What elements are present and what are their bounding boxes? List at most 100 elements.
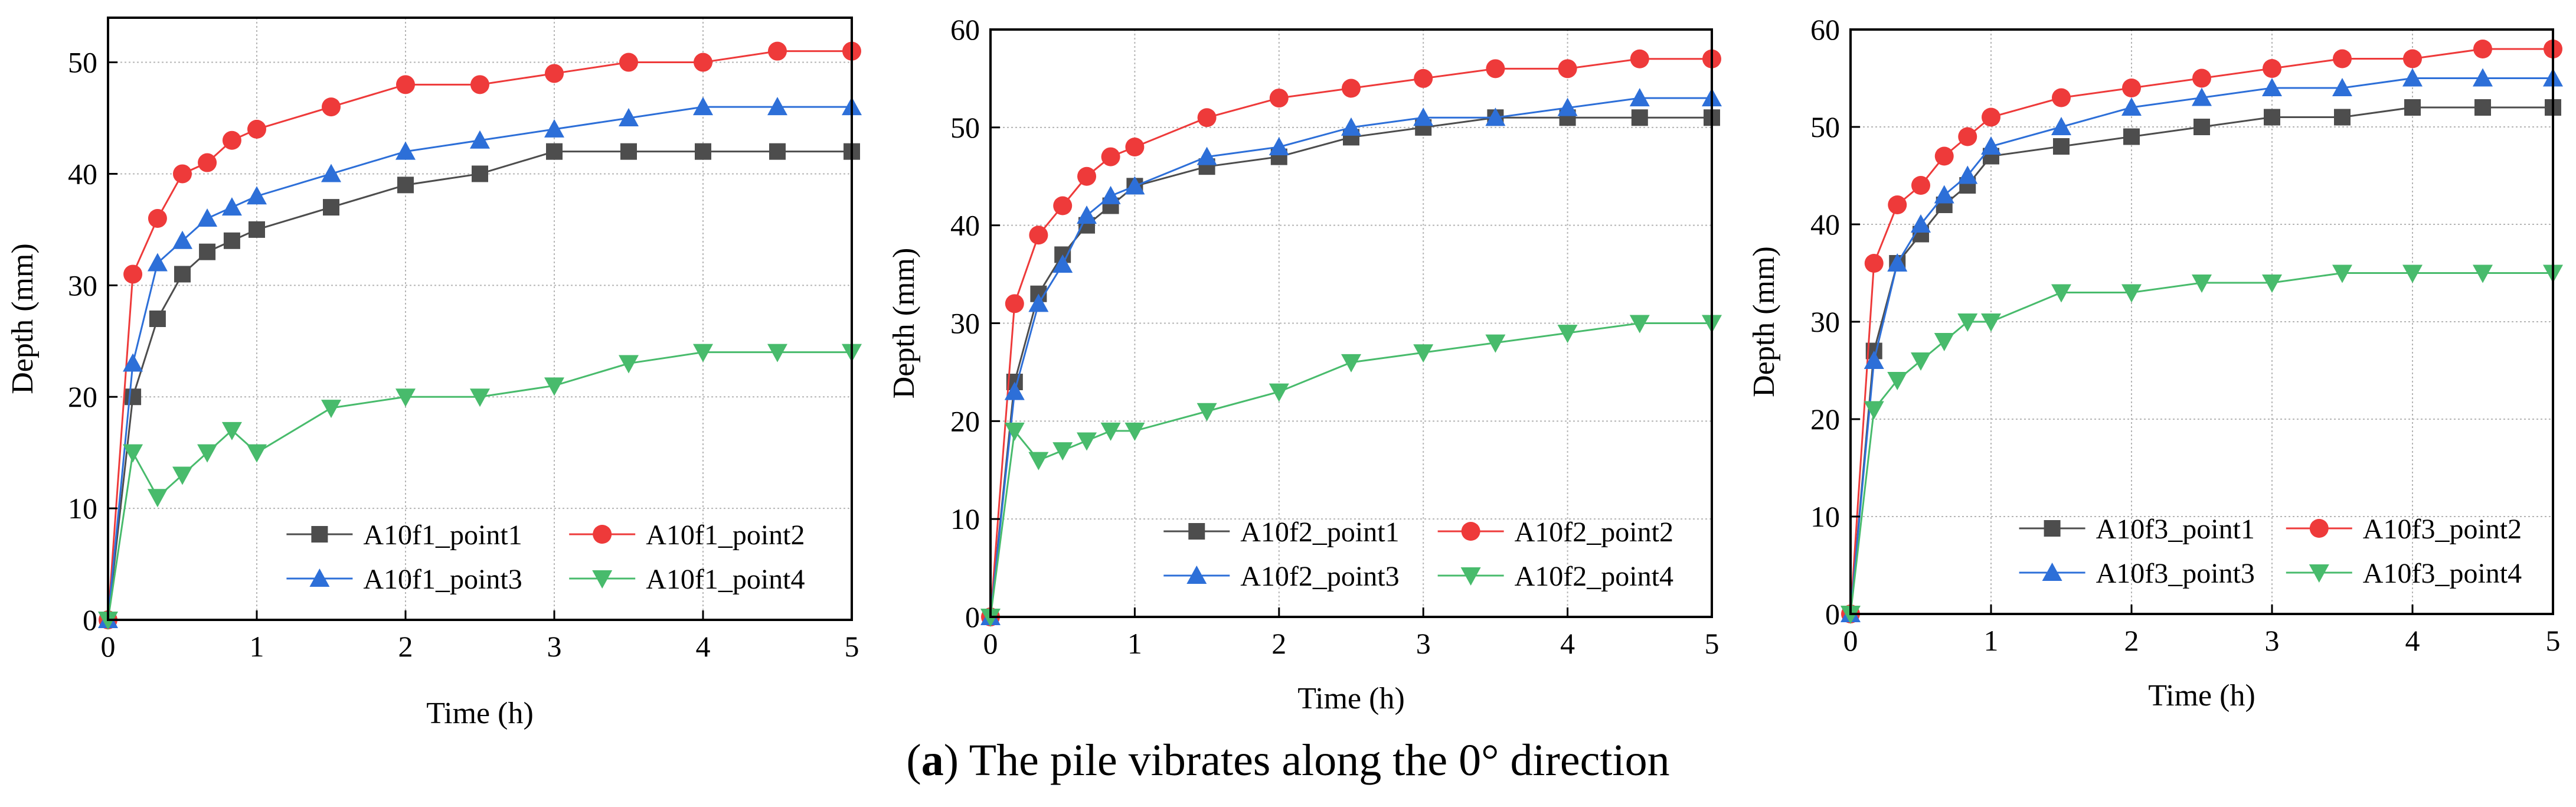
data-point-A10f2_point3 <box>1028 293 1049 312</box>
legend-item: A10f1_point2 <box>569 520 805 551</box>
data-point-A10f3_point2 <box>1982 107 2000 127</box>
data-point-A10f2_point2 <box>1077 166 1097 186</box>
data-point-A10f3_point4 <box>2262 275 2282 293</box>
data-point-A10f2_point2 <box>1053 196 1073 215</box>
data-point-A10f1_point3 <box>221 197 242 216</box>
data-point-A10f2_point2 <box>1125 138 1145 156</box>
data-point-A10f1_point1 <box>249 221 265 238</box>
data-point-A10f1_point2 <box>247 119 266 139</box>
y-tick-label: 10 <box>950 502 980 535</box>
data-point-A10f2_point4 <box>1413 344 1434 363</box>
legend-label: A10f1_point3 <box>363 564 522 595</box>
data-point-A10f1_point3 <box>197 208 218 227</box>
data-point-A10f1_point1 <box>199 243 216 260</box>
data-point-A10f2_point2 <box>1630 49 1649 68</box>
data-point-A10f1_point3 <box>395 141 416 160</box>
data-point-A10f2_point2 <box>1101 147 1120 166</box>
y-tick-label: 0 <box>965 600 980 633</box>
data-point-A10f3_point3 <box>1887 253 1908 272</box>
data-point-A10f3_point4 <box>2051 284 2071 303</box>
x-axis-title: Time (h) <box>2148 679 2255 713</box>
data-point-A10f2_point4 <box>1629 315 1650 334</box>
legend-label: A10f3_point2 <box>2363 514 2522 545</box>
data-point-A10f2_point3 <box>1557 97 1578 116</box>
data-point-A10f1_point4 <box>544 377 564 396</box>
data-point-A10f3_point1 <box>2474 99 2491 116</box>
legend-item: A10f1_point3 <box>286 564 522 595</box>
legend-label: A10f2_point4 <box>1515 561 1673 592</box>
data-point-A10f1_point3 <box>172 230 192 249</box>
legend-item: A10f3_point3 <box>2019 558 2255 589</box>
data-point-A10f2_point3 <box>1413 107 1434 126</box>
data-point-A10f1_point1 <box>620 143 637 160</box>
data-point-A10f2_point4 <box>1124 422 1145 441</box>
legend-marker <box>2309 519 2329 538</box>
y-tick-label: 20 <box>1810 403 1840 436</box>
data-point-A10f1_point1 <box>223 232 240 249</box>
legend-item: A10f2_point3 <box>1163 561 1400 592</box>
y-tick-label: 0 <box>83 603 97 636</box>
y-tick-label: 10 <box>1810 500 1840 533</box>
x-tick-label: 4 <box>1560 627 1575 660</box>
data-point-A10f2_point4 <box>1197 403 1217 422</box>
x-tick-label: 2 <box>2124 624 2139 657</box>
data-point-A10f3_point3 <box>1957 165 1978 184</box>
data-point-A10f2_point1 <box>1631 109 1648 126</box>
legend-marker <box>593 525 612 544</box>
y-tick-label: 50 <box>68 46 97 79</box>
x-tick-label: 1 <box>1127 627 1142 660</box>
legend-item: A10f1_point4 <box>569 564 805 595</box>
data-point-A10f2_point3 <box>1341 117 1361 136</box>
data-point-A10f2_point4 <box>1077 432 1097 451</box>
data-point-A10f3_point4 <box>1887 372 1908 390</box>
data-point-A10f2_point4 <box>1269 383 1289 402</box>
data-point-A10f2_point3 <box>1124 176 1145 195</box>
legend-label: A10f2_point2 <box>1515 517 1673 548</box>
data-point-A10f2_point4 <box>1028 452 1049 471</box>
data-point-A10f2_point2 <box>1342 79 1361 98</box>
data-point-A10f1_point2 <box>173 164 192 184</box>
legend-label: A10f2_point3 <box>1240 561 1399 592</box>
data-point-A10f1_point4 <box>172 466 192 485</box>
data-point-A10f3_point4 <box>1911 352 1931 371</box>
data-point-A10f3_point4 <box>2332 264 2352 283</box>
y-tick-label: 0 <box>1825 597 1840 630</box>
data-point-A10f1_point4 <box>321 400 341 419</box>
data-point-A10f2_point4 <box>1100 422 1121 441</box>
legend-marker <box>592 570 613 589</box>
legend-marker <box>2042 563 2062 581</box>
legend-marker <box>309 569 330 587</box>
data-point-A10f3_point4 <box>1864 401 1884 420</box>
data-point-A10f3_point4 <box>2192 275 2212 293</box>
data-point-A10f1_point4 <box>221 422 242 440</box>
data-point-A10f3_point1 <box>2053 138 2070 155</box>
data-point-A10f3_point2 <box>1958 127 1977 146</box>
data-point-A10f3_point3 <box>1864 351 1884 369</box>
y-tick-label: 10 <box>68 492 97 525</box>
data-point-A10f1_point2 <box>545 64 564 83</box>
x-tick-label: 4 <box>2405 624 2420 657</box>
data-point-A10f2_point4 <box>1557 325 1578 344</box>
y-tick-label: 30 <box>950 307 980 340</box>
data-point-A10f3_point2 <box>2192 68 2211 88</box>
data-point-A10f3_point2 <box>2122 79 2141 97</box>
data-point-A10f2_point3 <box>1077 205 1097 224</box>
data-point-A10f3_point4 <box>2402 264 2423 283</box>
data-point-A10f2_point3 <box>1629 88 1650 107</box>
y-tick-label: 50 <box>950 111 980 144</box>
data-point-A10f1_point4 <box>123 444 143 463</box>
data-point-A10f2_point3 <box>1052 254 1073 273</box>
data-point-A10f2_point2 <box>1197 108 1217 128</box>
data-point-A10f3_point2 <box>2333 49 2352 68</box>
data-point-A10f3_point3 <box>2051 117 2071 135</box>
data-point-A10f1_point2 <box>470 75 489 94</box>
data-point-A10f1_point1 <box>125 388 142 406</box>
data-point-A10f1_point1 <box>472 165 488 182</box>
y-tick-label: 50 <box>1810 110 1840 143</box>
x-tick-label: 1 <box>1984 624 1999 657</box>
data-point-A10f3_point4 <box>1981 313 2001 332</box>
data-point-A10f3_point3 <box>2473 68 2493 87</box>
y-axis-title: Depth (mm) <box>6 243 40 394</box>
data-point-A10f2_point2 <box>1029 226 1048 245</box>
